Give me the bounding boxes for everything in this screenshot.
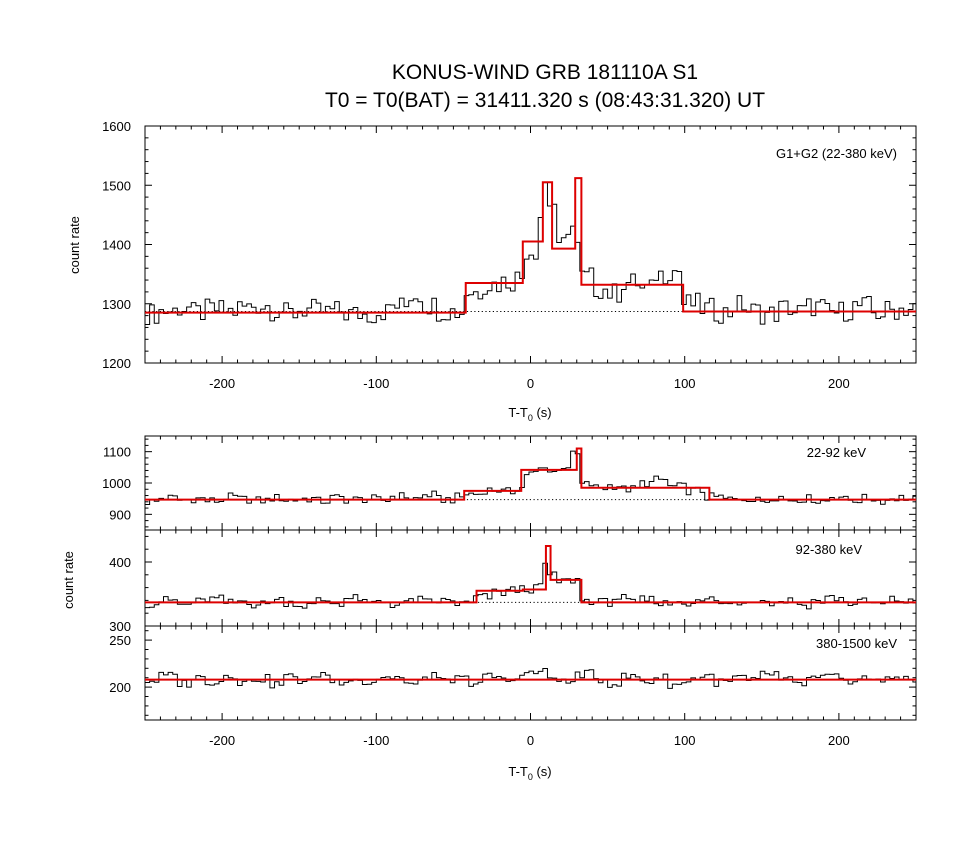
x-tick-label: -100 [363, 376, 389, 391]
x-axis-label-bottom-sub: 0 [528, 772, 533, 782]
panel-energy-label: 22-92 keV [807, 445, 867, 460]
x-tick-label: 100 [674, 733, 696, 748]
chart-title-line1: KONUS-WIND GRB 181110A S1 [392, 61, 698, 84]
y-tick-label: 400 [109, 555, 131, 570]
x-tick-label: -200 [209, 376, 235, 391]
panel-frame [144, 125, 917, 364]
panels-group: -200 -100 0 100 200 1200 1300 1400 1500 1600 G1+G2… [102, 119, 917, 748]
panel-energy-label: 380-1500 keV [816, 636, 897, 651]
model-step-line [145, 447, 916, 501]
panel-frame [144, 435, 917, 531]
y-tick-label: 1200 [102, 356, 131, 371]
x-tick-label: 100 [674, 376, 696, 391]
x-tick-label: -100 [363, 733, 389, 748]
x-tick-label: -200 [209, 733, 235, 748]
panel-2: 900 1000 1100 22-92 keV [102, 435, 917, 531]
x-axis-label-bottom-main: T-T [508, 764, 528, 779]
y-axis-label-top: count rate [67, 216, 82, 274]
y-tick-label: 1500 [102, 178, 131, 193]
y-tick-label: 250 [109, 633, 131, 648]
panel-1: -200 -100 0 100 200 1200 1300 1400 1500 1600 G1+G2… [102, 119, 917, 391]
y-tick-label: 1400 [102, 238, 131, 253]
x-axis-label-bottom-unit: (s) [533, 764, 552, 779]
data-histogram [145, 182, 916, 325]
y-tick-label: 900 [109, 507, 131, 522]
y-tick-label: 300 [109, 619, 131, 634]
y-tick-label: 1100 [103, 445, 131, 460]
chart-title-line2: T0 = T0(BAT) = 31411.320 s (08:43:31.320… [325, 89, 765, 112]
y-tick-label: 1000 [102, 476, 131, 491]
x-axis-label-top-unit: (s) [533, 405, 552, 420]
y-tick-label: 1300 [102, 297, 131, 312]
panel-3: 300 400 92-380 keV [109, 529, 917, 634]
x-tick-label: 200 [828, 376, 850, 391]
panel-energy-label: G1+G2 (22-380 keV) [776, 146, 897, 161]
panel-energy-label: 92-380 keV [796, 542, 863, 557]
x-tick-label: 0 [527, 733, 534, 748]
model-step-line [145, 545, 916, 604]
panel-frame [144, 625, 917, 721]
y-tick-label: 200 [109, 680, 131, 695]
x-axis-label-top: T-T0 (s) [508, 405, 551, 423]
data-histogram [145, 668, 916, 689]
model-step-line [145, 177, 916, 314]
x-tick-label: 200 [828, 733, 850, 748]
data-histogram [145, 450, 916, 505]
y-axis-label-bottom: count rate [61, 551, 76, 609]
y-tick-label: 1600 [102, 119, 131, 134]
x-axis-label-bottom: T-T0 (s) [508, 764, 551, 782]
data-histogram [145, 562, 916, 610]
panel-4: -200 -100 0 100 200 200 250 380-1500 keV [109, 625, 917, 748]
x-tick-label: 0 [527, 376, 534, 391]
x-axis-label-top-main: T-T [508, 405, 528, 420]
x-axis-label-top-sub: 0 [528, 413, 533, 423]
